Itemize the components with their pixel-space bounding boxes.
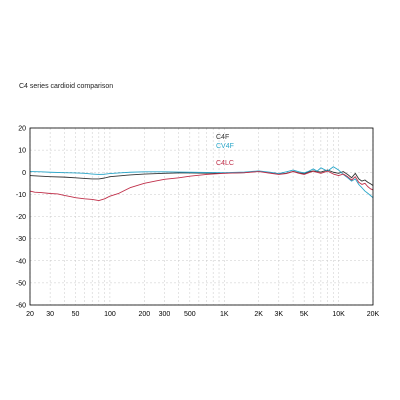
x-tick-label: 500 (184, 311, 196, 318)
x-tick-label: 1K (220, 311, 229, 318)
series-labels: C4F CV4F C4LC (216, 134, 234, 167)
x-tick-label: 2K (254, 311, 263, 318)
x-tick-label: 3K (275, 311, 284, 318)
y-tick-label: 0 (22, 170, 26, 177)
y-tick-label: -10 (16, 192, 26, 199)
series-label-c4lc: C4LC (216, 160, 234, 167)
y-tick-label: -50 (16, 280, 26, 287)
y-tick-label: -40 (16, 258, 26, 265)
x-tick-label: 20K (367, 311, 380, 318)
series-label-cv4f: CV4F (216, 143, 234, 150)
series-label-c4f: C4F (216, 134, 229, 141)
series-line-c4lc (29, 170, 374, 202)
x-tick-label: 30 (46, 311, 54, 318)
x-tick-label: 5K (300, 311, 309, 318)
x-tick-label: 50 (72, 311, 80, 318)
series-line-cv4f (29, 166, 374, 199)
y-tick-label: -60 (16, 303, 26, 310)
y-axis-ticks: 20 10 0 -10 -20 -30 -40 -50 -60 (16, 126, 26, 310)
y-tick-label: -20 (16, 214, 26, 221)
y-tick-label: -30 (16, 236, 26, 243)
x-tick-label: 300 (159, 311, 171, 318)
x-tick-label: 20 (26, 311, 34, 318)
series-lines (29, 166, 374, 202)
x-tick-label: 10K (332, 311, 345, 318)
y-tick-label: 20 (18, 126, 26, 133)
x-tick-label: 100 (104, 311, 116, 318)
plot-area-border (29, 127, 374, 306)
chart-title: C4 series cardioid comparison (19, 83, 113, 90)
x-axis-ticks: 20 30 50 100 200 300 500 1K 2K 3K 5K 10K 20K (26, 311, 379, 318)
grid (29, 127, 374, 306)
x-tick-label: 200 (138, 311, 150, 318)
y-tick-label: 10 (18, 148, 26, 155)
